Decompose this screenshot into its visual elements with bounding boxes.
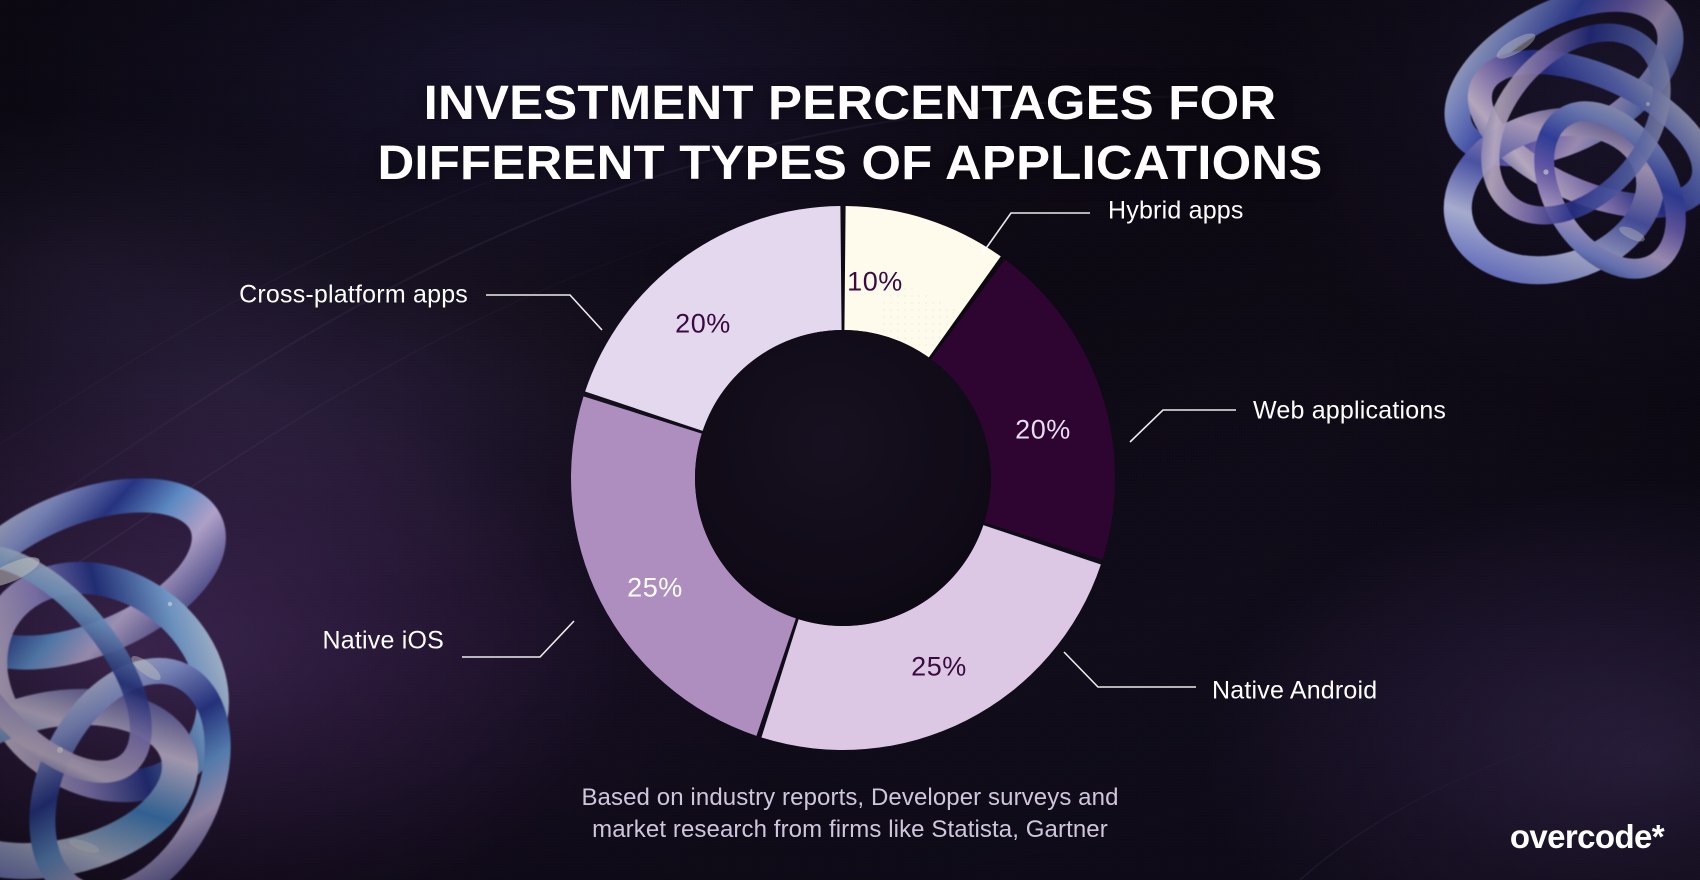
slice-percentage-label: 20%: [1015, 414, 1071, 445]
page-title-line-1: INVESTMENT PERCENTAGES FOR: [423, 77, 1277, 131]
leader-line: [1063, 651, 1196, 688]
source-footnote-line-2: market research from firms like Statista…: [592, 816, 1108, 844]
slice-percentage-label: 25%: [911, 651, 967, 682]
donut-slice[interactable]: [571, 396, 796, 736]
page-title: INVESTMENT PERCENTAGES FOR DIFFERENT TYP…: [0, 80, 1700, 188]
leader-lines: [462, 212, 1236, 688]
donut-slice[interactable]: [585, 206, 842, 431]
leader-line: [462, 620, 575, 658]
slice-dot-texture: [875, 281, 961, 358]
donut-slice[interactable]: [761, 525, 1101, 751]
slice-percentage-label: 10%: [847, 266, 903, 297]
slice-percentage-label: 20%: [675, 308, 731, 339]
leader-line: [486, 294, 603, 331]
source-footnote-line-1: Based on industry reports, Developer sur…: [581, 784, 1119, 811]
donut-slice[interactable]: [931, 259, 1115, 560]
slice-category-label: Native iOS: [322, 626, 444, 655]
leader-line: [1129, 409, 1236, 443]
slice-category-label: Native Android: [1212, 676, 1378, 705]
donut-hole: [695, 330, 991, 626]
donut-slice-texture: [875, 281, 961, 358]
brand-logo: overcode*: [1509, 818, 1665, 855]
page-title-line-2: DIFFERENT TYPES OF APPLICATIONS: [377, 137, 1323, 191]
source-footnote: Based on industry reports, Developer sur…: [0, 782, 1700, 847]
slice-category-label: Web applications: [1253, 396, 1447, 425]
slice-percentage-label: 25%: [627, 572, 683, 603]
leader-line: [981, 212, 1090, 255]
slice-category-label: Hybrid apps: [1108, 196, 1244, 225]
slice-category-label: Cross-platform apps: [239, 280, 468, 309]
